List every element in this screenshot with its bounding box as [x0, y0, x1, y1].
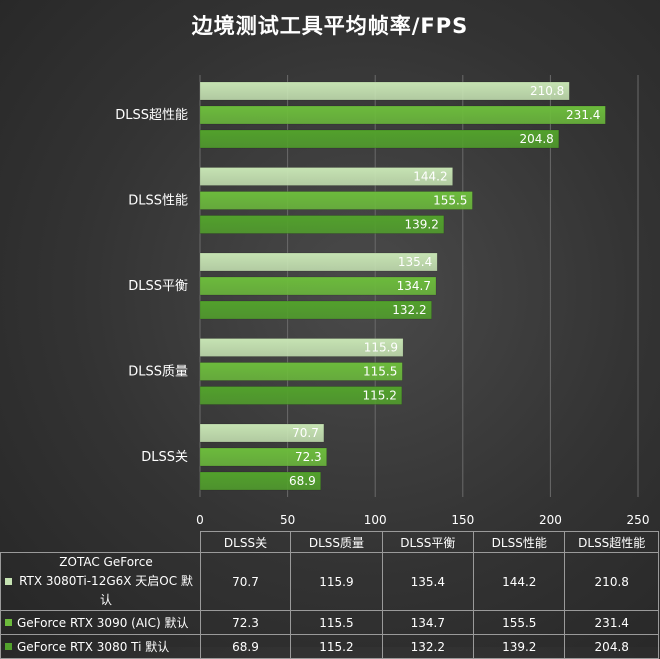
- bar-value-label: 231.4: [566, 108, 600, 122]
- bar: [199, 276, 437, 296]
- bar-value-label: 134.7: [397, 279, 431, 293]
- bar: [199, 105, 606, 125]
- x-tick-label: 150: [451, 513, 474, 527]
- bar-value-label: 204.8: [519, 132, 553, 146]
- table-cell: 134.7: [381, 610, 475, 635]
- bar-value-label: 155.5: [433, 194, 467, 208]
- x-tick-label: 250: [627, 513, 650, 527]
- category-label: DLSS平衡: [128, 279, 188, 294]
- bar-value-label: 115.5: [363, 365, 397, 379]
- table-cell: 72.3: [199, 610, 292, 635]
- bar: [199, 300, 432, 320]
- x-tick-label: 200: [539, 513, 562, 527]
- table-corner: [0, 531, 201, 553]
- table-cell: 135.4: [381, 552, 475, 611]
- series-name-line1: ZOTAC GeForce: [59, 555, 153, 569]
- bar: [199, 386, 403, 405]
- series-name-cell: GeForce RTX 3090 (AIC) 默认: [0, 610, 201, 635]
- table-row: GeForce RTX 3090 (AIC) 默认 72.3 115.5 134…: [0, 610, 659, 635]
- bar: [199, 129, 560, 149]
- chart-title: 边境测试工具平均帧率/FPS: [191, 14, 469, 38]
- category-label: DLSS超性能: [115, 108, 188, 123]
- bar: [199, 423, 325, 443]
- x-tick-label: 0: [196, 513, 204, 527]
- table-cell: 155.5: [473, 610, 566, 635]
- legend-swatch: [5, 578, 12, 585]
- bar: [199, 362, 403, 381]
- bar-value-label: 139.2: [405, 218, 439, 232]
- bar-value-label: 115.2: [362, 389, 396, 403]
- table-row: ZOTAC GeForce RTX 3080Ti-12G6X 天启OC 默认 70…: [0, 552, 659, 611]
- bar: [199, 191, 473, 210]
- bar-value-label: 68.9: [289, 474, 316, 488]
- column-header: DLSS关: [199, 531, 292, 553]
- bar-value-label: 144.2: [413, 170, 447, 184]
- series-name-line2: RTX 3080Ti-12G6X 天启OC 默认: [19, 574, 193, 607]
- table-header-row: DLSS关 DLSS质量 DLSS平衡 DLSS性能 DLSS超性能: [0, 531, 659, 553]
- bar-value-label: 72.3: [295, 450, 322, 464]
- bar-layer: [199, 81, 606, 491]
- series-name: GeForce RTX 3090 (AIC) 默认: [17, 616, 189, 630]
- bar: [199, 215, 445, 234]
- bar-value-label: 135.4: [398, 255, 432, 269]
- bar-value-label: 132.2: [392, 303, 426, 317]
- bar: [199, 447, 327, 467]
- category-label: DLSS性能: [128, 194, 188, 209]
- table-cell: 115.9: [290, 552, 383, 611]
- data-table: DLSS关 DLSS质量 DLSS平衡 DLSS性能 DLSS超性能 ZOTAC…: [0, 531, 659, 659]
- series-name: ZOTAC GeForce RTX 3080Ti-12G6X 天启OC 默认: [17, 553, 195, 610]
- x-tick-label: 100: [364, 513, 387, 527]
- column-header: DLSS平衡: [381, 531, 475, 553]
- category-label: DLSS质量: [128, 365, 188, 380]
- category-label: DLSS关: [141, 450, 188, 465]
- table-cell: 231.4: [564, 610, 659, 635]
- legend-swatch: [5, 619, 12, 626]
- bar-value-label: 70.7: [292, 426, 319, 440]
- column-header: DLSS性能: [473, 531, 566, 553]
- column-header: DLSS超性能: [564, 531, 659, 553]
- bar: [199, 252, 438, 272]
- bar-value-label: 210.8: [530, 84, 564, 98]
- table-cell: 70.7: [199, 552, 292, 611]
- bar: [199, 338, 404, 357]
- bar-value-label: 115.9: [364, 341, 398, 355]
- column-header: DLSS质量: [290, 531, 383, 553]
- bar: [199, 471, 321, 491]
- bar: [199, 167, 453, 186]
- bar: [199, 81, 570, 101]
- table-cell: 210.8: [564, 552, 659, 611]
- series-name-cell: ZOTAC GeForce RTX 3080Ti-12G6X 天启OC 默认: [0, 552, 201, 611]
- table-cell: 144.2: [473, 552, 566, 611]
- x-tick-label: 50: [280, 513, 295, 527]
- table-cell: 115.5: [290, 610, 383, 635]
